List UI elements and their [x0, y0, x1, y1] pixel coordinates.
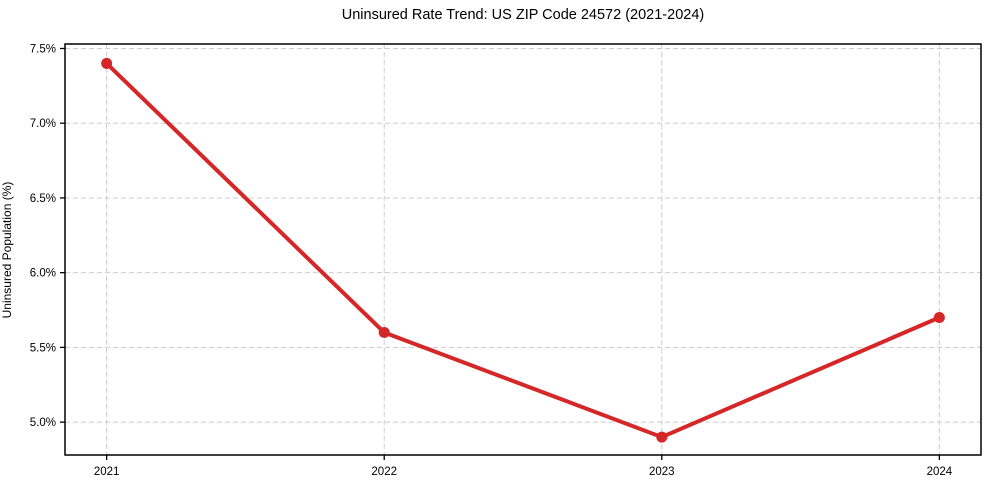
y-tick-label: 5.0% [30, 417, 56, 429]
data-point [933, 312, 945, 324]
y-tick-label: 6.5% [30, 193, 56, 205]
x-tick-label: 2023 [649, 466, 675, 478]
chart-title: Uninsured Rate Trend: US ZIP Code 24572 … [341, 7, 705, 23]
y-tick-label: 5.5% [30, 342, 56, 354]
x-tick-label: 2022 [371, 466, 397, 478]
y-tick-label: 7.5% [30, 43, 56, 55]
y-tick-label: 7.0% [30, 118, 56, 130]
data-point [656, 431, 668, 443]
data-point [101, 57, 113, 69]
y-tick-label: 6.0% [30, 268, 56, 280]
data-point [378, 326, 390, 338]
plot-border [64, 43, 982, 456]
x-tick-label: 2021 [94, 466, 120, 478]
trend-line [104, 61, 942, 440]
x-tick-label: 2024 [927, 466, 953, 478]
